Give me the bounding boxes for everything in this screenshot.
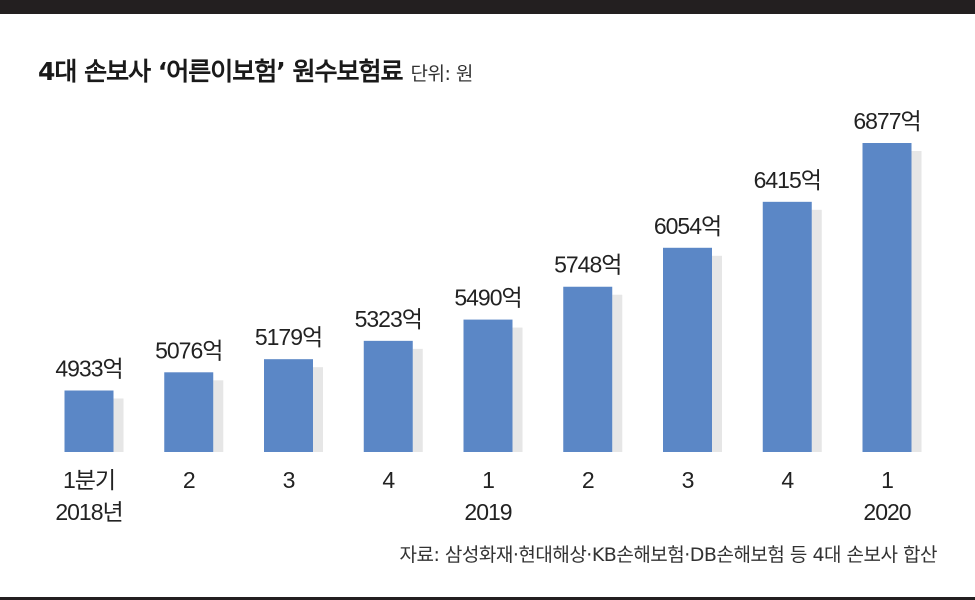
bar [64,390,114,452]
value-label: 6415억 [754,167,821,193]
value-label: 6877억 [853,108,920,134]
value-label: 5748억 [554,252,621,278]
bar [563,286,613,452]
category-label: 3 [682,467,694,493]
value-label: 5323억 [355,306,422,332]
category-label: 2 [183,467,195,493]
unit-label: 단위: 원 [410,63,474,85]
bar [264,359,313,452]
value-label: 5490억 [454,285,521,311]
bar [862,143,912,452]
category-label: 1 [881,467,893,493]
year-label: 2018년 [55,499,122,525]
chart-title: 4대 손보사 ‘어른이보험’ 원수보험료 [38,57,404,86]
bar-shadow [113,398,124,452]
value-label: 5179억 [255,324,322,350]
bar-shadow [811,209,822,452]
bar [463,319,513,452]
bar-shadow [512,327,523,452]
bar-shadow [712,255,722,452]
bar [363,340,413,452]
value-label: 4933억 [55,356,122,382]
bar-shadow [911,151,922,452]
bar-shadow [213,380,224,452]
bottom-rule [0,597,975,600]
bar [762,201,812,452]
bar-shadow [412,348,423,452]
top-rule [0,0,975,14]
category-label: 4 [781,467,794,493]
category-label: 1 [482,467,494,493]
value-label: 5076억 [155,337,222,363]
year-label: 2019 [464,499,511,525]
bar-shadow [612,294,623,452]
bar-shadow [313,367,323,452]
chart-header: 4대 손보사 ‘어른이보험’ 원수보험료 단위: 원 [38,52,473,88]
bar [663,247,712,452]
source-note: 자료: 삼성화재·현대해상·KB손해보험·DB손해보험 등 4대 손보사 합산 [399,544,938,566]
year-label: 2020 [863,499,910,525]
category-label: 3 [283,467,295,493]
category-label: 4 [382,467,395,493]
category-label: 1분기 [63,467,115,493]
value-label: 6054억 [654,213,721,239]
category-label: 2 [582,467,594,493]
bar [164,372,214,452]
